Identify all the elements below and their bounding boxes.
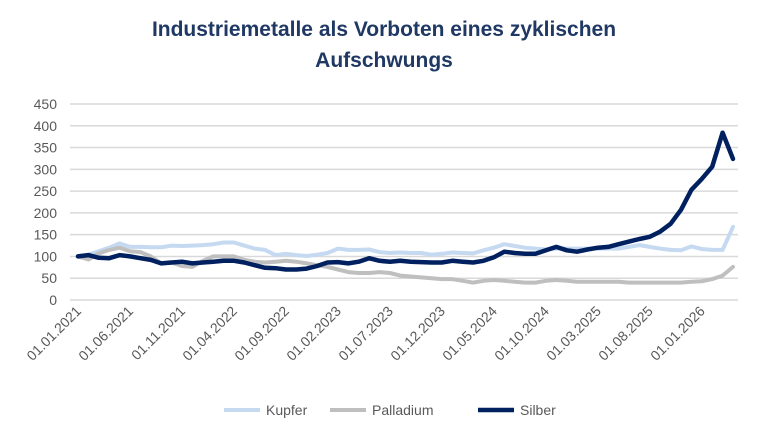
y-tick-label: 300 [34, 161, 58, 177]
y-tick-label: 350 [34, 140, 58, 156]
y-tick-label: 400 [34, 118, 58, 134]
y-tick-label: 150 [34, 227, 58, 243]
series-line-silber [75, 130, 736, 272]
x-tick-label: 01.04.2022 [179, 303, 240, 364]
y-tick-label: 200 [34, 205, 58, 221]
x-tick-label: 01.06.2021 [75, 303, 136, 364]
y-tick-label: 0 [49, 292, 57, 308]
x-tick-label: 01.07.2023 [335, 303, 396, 364]
y-tick-label: 50 [41, 270, 57, 286]
x-tick-label: 01.11.2021 [128, 303, 188, 363]
legend-label: Kupfer [266, 402, 308, 418]
x-tick-label: 01.03.2025 [543, 303, 604, 364]
x-tick-label: 01.12.2023 [387, 303, 448, 364]
series-line-kupfer [76, 224, 735, 259]
chart-title-line1: Industriemetalle als Vorboten eines zykl… [151, 18, 617, 41]
chart-title: Industriemetalle als Vorboten eines zykl… [0, 14, 768, 76]
x-tick-label: 01.05.2024 [439, 303, 500, 364]
x-tick-label: 01.01.2021 [23, 303, 84, 364]
x-tick-label: 01.08.2025 [595, 303, 656, 364]
x-tick-label: 01.01.2026 [647, 303, 708, 364]
chart-title-line2: Aufschwungs [315, 49, 453, 72]
x-tick-label: 01.02.2023 [283, 303, 344, 364]
y-tick-label: 100 [34, 248, 58, 264]
y-tick-label: 250 [34, 183, 58, 199]
x-tick-label: 01.10.2024 [491, 303, 552, 364]
y-tick-label: 450 [34, 96, 58, 112]
series-line-palladium [76, 245, 735, 285]
x-tick-label: 01.09.2022 [231, 303, 292, 364]
legend-label: Palladium [372, 402, 433, 418]
legend-label: Silber [520, 402, 556, 418]
